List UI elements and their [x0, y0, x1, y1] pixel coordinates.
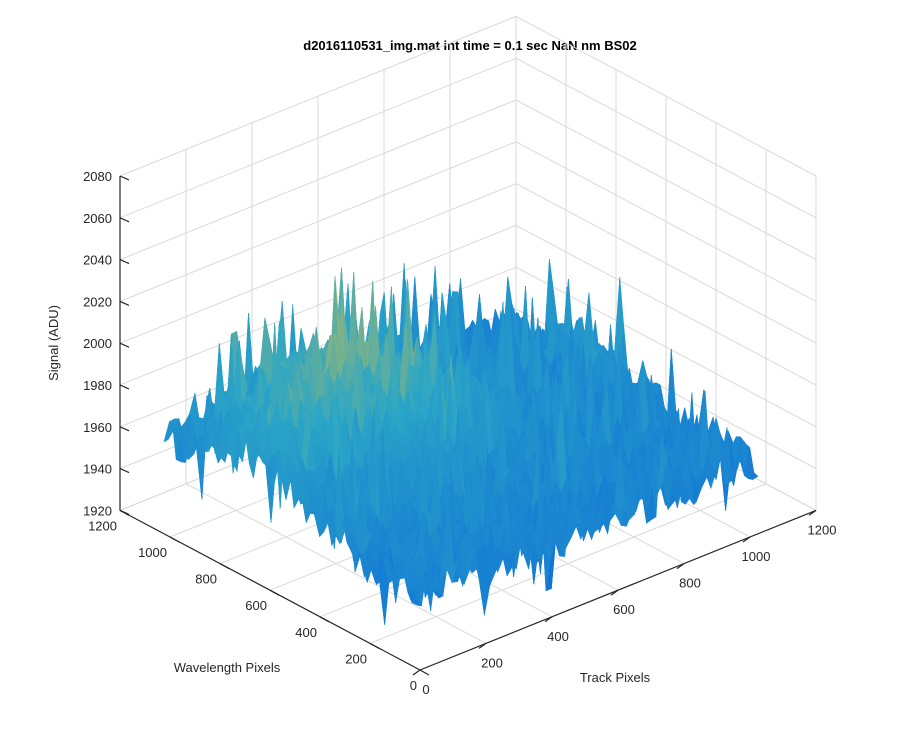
x-tick-mark: [544, 616, 553, 623]
z-tick-label: 2040: [83, 253, 112, 268]
x-tick-label: 400: [547, 629, 569, 644]
z-tick-mark: [119, 342, 130, 348]
y-tick-label: 600: [245, 598, 267, 613]
y-ticks: 0 200 400 600 800 1000 1200: [88, 509, 430, 693]
grid-line: [119, 183, 517, 344]
y-tick-mark: [169, 536, 180, 543]
grid-line: [515, 183, 817, 344]
z-tick-label: 1960: [83, 420, 112, 435]
surface-mesh: [163, 259, 759, 625]
z-tick-mark: [119, 259, 130, 265]
grid-line: [119, 99, 517, 261]
x-tick-label: 1200: [808, 522, 837, 537]
y-tick-label: 1000: [138, 545, 167, 560]
z-tick-mark: [119, 175, 130, 181]
x-ticks: 0 200 400 600 800 1000 1200: [412, 509, 837, 697]
x-tick-mark: [808, 509, 817, 516]
y-tick-label: 400: [295, 625, 317, 640]
x-tick-mark: [412, 669, 421, 676]
y-tick-mark: [319, 616, 330, 623]
z-ticks: 1920 1940 1960 1980 2000 2020 2040 2060 2080: [83, 169, 130, 518]
x-tick-mark: [478, 642, 487, 649]
y-tick-label: 200: [345, 651, 367, 666]
y-tick-label: 800: [195, 572, 217, 587]
y-tick-label: 0: [410, 678, 417, 693]
chart-title: d2016110531_img.mat int time = 0.1 sec N…: [303, 38, 636, 53]
z-tick-label: 1940: [83, 462, 112, 477]
x-tick-label: 800: [679, 576, 701, 591]
y-tick-mark: [419, 669, 430, 676]
x-tick-mark: [742, 536, 751, 543]
grid-line: [515, 266, 817, 428]
x-tick-label: 200: [481, 655, 503, 670]
y-tick-mark: [219, 563, 230, 570]
y-axis-label: Wavelength Pixels: [174, 660, 281, 675]
grid-line: [119, 141, 517, 302]
grid-line: [119, 57, 517, 219]
z-tick-mark: [119, 509, 130, 515]
z-tick-label: 2020: [83, 294, 112, 309]
grid-line: [369, 483, 767, 644]
z-tick-mark: [119, 384, 130, 390]
z-axis-label: Signal (ADU): [46, 305, 61, 381]
grid-line: [515, 57, 817, 219]
x-tick-label: 0: [422, 682, 429, 697]
grid-line: [515, 15, 817, 177]
surface-patch: [415, 575, 426, 607]
z-tick-mark: [119, 300, 130, 306]
y-tick-mark: [369, 642, 380, 649]
y-tick-mark: [269, 589, 280, 596]
z-tick-mark: [119, 468, 130, 474]
x-tick-mark: [676, 563, 685, 570]
grid-line: [515, 224, 817, 386]
z-tick-label: 1980: [83, 378, 112, 393]
x-tick-mark: [610, 589, 619, 596]
z-tick-mark: [119, 426, 130, 432]
surface-patch: [189, 393, 200, 418]
y-tick-label: 1200: [88, 518, 117, 533]
x-axis-label: Track Pixels: [580, 670, 651, 685]
grid-line: [119, 15, 517, 177]
z-tick-label: 2080: [83, 169, 112, 184]
x-tick-label: 1000: [742, 549, 771, 564]
z-tick-label: 2060: [83, 211, 112, 226]
grid-line: [119, 224, 517, 386]
grid-line: [515, 141, 817, 302]
grid-line: [515, 99, 817, 261]
x-tick-label: 600: [613, 602, 635, 617]
z-tick-label: 1920: [83, 503, 112, 518]
z-tick-mark: [119, 217, 130, 223]
z-tick-label: 2000: [83, 336, 112, 351]
